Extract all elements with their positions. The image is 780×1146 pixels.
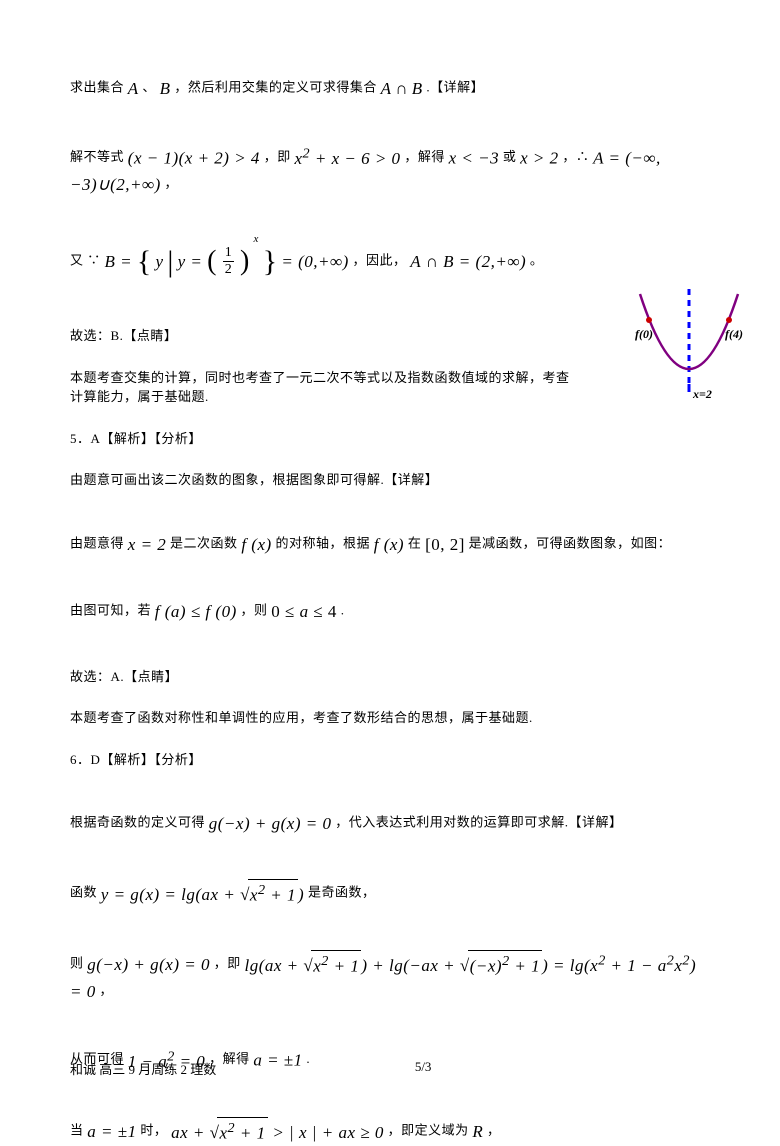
text: 是奇函数， [308, 884, 376, 899]
text: ，即定义域为 [388, 1122, 473, 1137]
text-line: 由图可知，若 f (a) ≤ f (0) ，则 0 ≤ a ≤ 4 . [70, 599, 710, 625]
bar: | [167, 245, 174, 278]
text-line: 由题意得 x = 2 是二次函数 f (x) 的对称轴，根据 f (x) 在 [… [70, 532, 710, 558]
text: 在 [408, 535, 425, 550]
text: ，代入表达式利用对数的运算即可求解.【详解】 [335, 815, 622, 830]
text: 本题考查交集的计算，同时也考查了一元二次不等式以及指数函数值域的求解，考查计算能… [70, 370, 570, 405]
text: 当 [70, 1122, 87, 1137]
text: 求出集合 [70, 80, 128, 95]
paren-left: ( [207, 246, 217, 277]
svg-text:f(4): f(4) [725, 327, 743, 341]
math: B = [105, 252, 137, 271]
text: 时， [140, 1122, 167, 1137]
math: A [381, 79, 392, 98]
math: g(−x) + g(x) = 0 [209, 814, 332, 833]
math: f (x) [374, 535, 404, 554]
math: y [156, 252, 164, 271]
text-line: 故选：A.【点睛】 [70, 667, 710, 687]
brace-left: { [137, 245, 152, 278]
text: ，因此， [352, 253, 406, 268]
text: 6．D【解析】【分析】 [70, 752, 202, 767]
text: ，解得 [404, 149, 448, 164]
svg-text:f(0): f(0) [635, 327, 653, 341]
text: 故选：B.【点睛】 [70, 328, 177, 343]
text: 5．A【解析】【分析】 [70, 431, 202, 446]
text: ，则 [240, 603, 271, 618]
text: 根据奇函数的定义可得 [70, 815, 209, 830]
text: 又 ∵ [70, 253, 105, 268]
math: R [472, 1121, 483, 1140]
text: ， [487, 1122, 501, 1137]
exponent: x [254, 233, 259, 245]
math: g(−x) + g(x) = 0 [87, 955, 210, 974]
math: f (x) [241, 535, 271, 554]
math: A [128, 79, 139, 98]
text: 。 [530, 253, 544, 268]
text-line: 根据奇函数的定义可得 g(−x) + g(x) = 0 ，代入表达式利用对数的运… [70, 811, 710, 837]
text: 是减函数，可得函数图象，如图： [469, 535, 672, 550]
text: 由图可知，若 [70, 603, 155, 618]
math: x2 + x − 6 > 0 [294, 149, 400, 168]
math: ∩ [395, 79, 408, 98]
math: = (0,+∞) [281, 252, 348, 271]
math: (x − 1)(x + 2) > 4 [128, 148, 260, 167]
text: ，即 [264, 149, 295, 164]
text: 由题意得 [70, 535, 128, 550]
fraction: 12 [223, 246, 235, 277]
text-line: 由题意可画出该二次函数的图象，根据图象即可得解.【详解】 [70, 470, 710, 490]
text: ，即 [214, 955, 245, 970]
text-line: 本题考查了函数对称性和单调性的应用，考查了数形结合的思想，属于基础题. [70, 708, 710, 728]
paren-right: ) [240, 246, 250, 277]
text: ， [165, 175, 179, 190]
text: 或 [503, 149, 520, 164]
parabola-svg: f(0) f(4) x=2 [634, 284, 744, 414]
math: f (a) ≤ f (0) [155, 602, 237, 621]
text: 、 [142, 80, 156, 95]
math: A ∩ B = (2,+∞) [410, 252, 526, 271]
text: 故选：A.【点睛】 [70, 669, 178, 684]
math: [0, 2] [425, 535, 465, 554]
text: 的对称轴，根据 [275, 535, 373, 550]
text-line: 当 a = ±1 时， ax + √x2 + 1 > | x | + ax ≥ … [70, 1117, 710, 1146]
text-line: 解不等式 (x − 1)(x + 2) > 4 ，即 x2 + x − 6 > … [70, 144, 710, 198]
text-line: 5．A【解析】【分析】 [70, 429, 710, 449]
math: 0 ≤ a ≤ 4 [271, 602, 337, 621]
text-line: 则 g(−x) + g(x) = 0 ，即 lg(ax + √x2 + 1) +… [70, 950, 710, 1005]
footer-page-number: 5/3 [136, 1059, 710, 1078]
text-line: 6．D【解析】【分析】 [70, 750, 710, 770]
text-line: 又 ∵ B = { y | y = ( 12 ) x } = (0,+∞) ，因… [70, 239, 710, 284]
text: 是二次函数 [170, 535, 241, 550]
text-line: 本题考查交集的计算，同时也考查了一元二次不等式以及指数函数值域的求解，考查计算能… [70, 368, 710, 407]
text: 由题意可画出该二次函数的图象，根据图象即可得解.【详解】 [70, 472, 438, 487]
parabola-chart: f(0) f(4) x=2 [634, 284, 744, 414]
text: .【详解】 [426, 80, 484, 95]
text: . [341, 603, 345, 618]
text: 则 [70, 955, 87, 970]
text: ，然后利用交集的定义可求得集合 [174, 80, 380, 95]
math: x = 2 [128, 535, 167, 554]
text: 解不等式 [70, 149, 128, 164]
text: ， [99, 983, 113, 998]
text-line: 故选：B.【点睛】 [70, 326, 710, 346]
svg-text:x=2: x=2 [692, 387, 712, 401]
math: y = [178, 252, 208, 271]
text: ，∴ [562, 149, 593, 164]
math: ax + √x2 + 1 > | x | + ax ≥ 0 [171, 1123, 384, 1142]
math: x > 2 [520, 148, 559, 167]
text: 本题考查了函数对称性和单调性的应用，考查了数形结合的思想，属于基础题. [70, 710, 533, 725]
text: 函数 [70, 884, 101, 899]
math: y = g(x) = lg(ax + √x2 + 1) [101, 885, 304, 904]
page-footer: 和诚 高三 9 月周练 2 理数 5/3 [70, 1059, 710, 1078]
page: 求出集合 A 、 B ，然后利用交集的定义可求得集合 A ∩ B .【详解】 解… [0, 0, 780, 1108]
text-line: 求出集合 A 、 B ，然后利用交集的定义可求得集合 A ∩ B .【详解】 [70, 76, 710, 102]
text-line: 函数 y = g(x) = lg(ax + √x2 + 1) 是奇函数， [70, 879, 710, 908]
math: x < −3 [449, 148, 500, 167]
math: a = ±1 [87, 1121, 136, 1140]
math: B [160, 79, 171, 98]
brace-right: } [263, 245, 278, 278]
math: B [412, 79, 423, 98]
